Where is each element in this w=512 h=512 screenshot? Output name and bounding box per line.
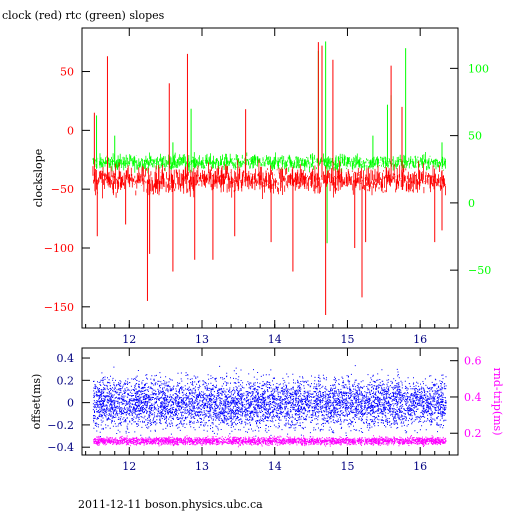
top-y-tick-label: 0 [67, 124, 74, 137]
bottom-y-tick-label: 0.4 [57, 352, 75, 365]
top-y2-tick-label: 100 [468, 62, 489, 75]
chart-title: clock (red) rtc (green) slopes [2, 9, 165, 22]
bottom-y-tick-label: 0 [67, 397, 74, 410]
bottom-y2-axis-label: rnd-trip(ms) [491, 368, 504, 436]
bottom-x-tick-label: 13 [195, 460, 209, 473]
bottom-y2-tick-label: 0.4 [464, 391, 482, 404]
bottom-x-tick-label: 16 [413, 460, 427, 473]
top-y-tick-label: −50 [51, 183, 74, 196]
top-x-tick-label: 15 [340, 333, 354, 346]
bottom-y-tick-label: −0.4 [47, 441, 74, 454]
bottom-y-axis-label: offset(ms) [30, 374, 43, 430]
rtc-series-line [92, 152, 446, 174]
bottom-y-tick-label: −0.2 [47, 419, 74, 432]
top-y2-tick-label: −50 [468, 264, 491, 277]
top-y-tick-label: −150 [44, 301, 74, 314]
top-x-tick-label: 16 [413, 333, 427, 346]
clock-series-line [92, 159, 446, 199]
bottom-plot-frame [81, 347, 459, 456]
top-x-tick-label: 14 [268, 333, 282, 346]
top-y2-tick-label: 50 [468, 130, 482, 143]
rnd-trip-scatter-points [93, 435, 447, 448]
bottom-y2-tick-label: 0.2 [464, 427, 482, 440]
bottom-x-tick-label: 15 [340, 460, 354, 473]
top-y-tick-label: −100 [44, 242, 74, 255]
top-x-tick-label: 13 [195, 333, 209, 346]
top-y-axis-label: clockslope [32, 149, 45, 207]
bottom-y-tick-label: 0.2 [57, 374, 75, 387]
bottom-x-tick-label: 14 [268, 460, 282, 473]
top-y2-tick-label: 0 [468, 197, 475, 210]
top-x-tick-label: 12 [122, 333, 136, 346]
offset-scatter-points [92, 365, 447, 441]
bottom-x-tick-label: 12 [122, 460, 136, 473]
top-y-tick-label: 50 [60, 66, 74, 79]
footer-text: 2011-12-11 boson.physics.ubc.ca [78, 498, 263, 511]
top-plot-frame [81, 27, 459, 329]
bottom-y2-tick-label: 0.6 [464, 355, 482, 368]
